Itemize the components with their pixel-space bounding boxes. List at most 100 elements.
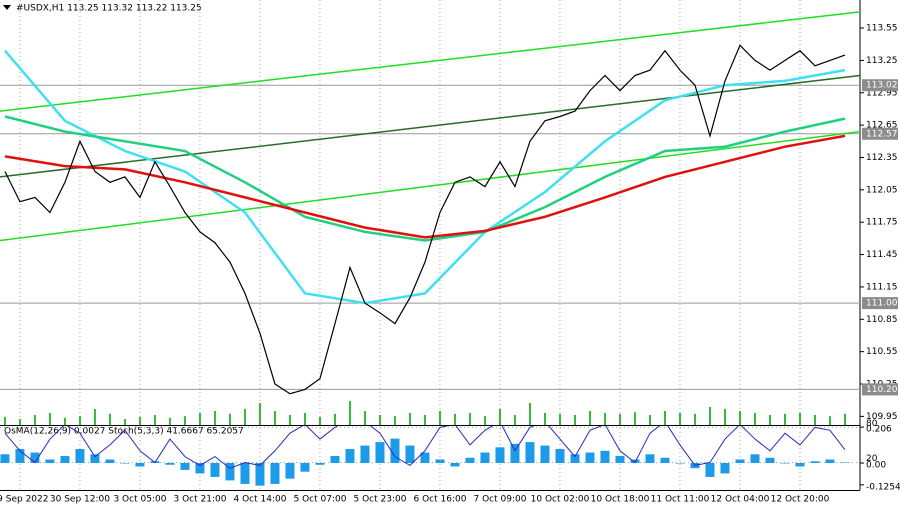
volume-bar — [798, 413, 801, 425]
y2-tick-label: 20 — [866, 454, 878, 464]
volume-bar — [738, 411, 741, 425]
y-tick-label: 110.55 — [866, 347, 898, 357]
volume-bar — [213, 411, 216, 425]
osma-bar — [780, 462, 790, 464]
x-tick-label: 5 Oct 23:00 — [353, 495, 406, 505]
volume-bar — [93, 409, 96, 425]
osma-bar — [645, 454, 655, 463]
osma-bar — [765, 457, 775, 463]
volume-bar — [723, 409, 726, 425]
osma-bar — [30, 452, 40, 463]
moving-average — [4, 134, 846, 239]
osma-bar — [330, 456, 340, 463]
x-tick-label: 5 Oct 07:00 — [293, 495, 346, 505]
volume-bar — [528, 403, 531, 425]
volume-bar — [618, 413, 621, 425]
volume-bar — [378, 415, 381, 425]
osma-bar — [270, 462, 280, 484]
volume-bar — [828, 416, 831, 425]
y-tick-label: 0.00 — [866, 460, 886, 470]
trend-line — [0, 74, 860, 178]
volume-bar — [603, 413, 606, 425]
osma-bar — [360, 445, 370, 463]
volume-bar — [258, 403, 261, 425]
osma-bar — [105, 459, 115, 463]
volume-bar — [138, 417, 141, 425]
volume-bar — [753, 413, 756, 425]
volume-bar — [333, 413, 336, 425]
price-line — [4, 44, 846, 395]
x-tick-label: 10 Oct 02:00 — [531, 495, 590, 505]
y-tick-label: 112.35 — [866, 153, 898, 163]
osma-bar — [840, 462, 850, 464]
volume-bar — [243, 409, 246, 425]
y-tick-label: 113.25 — [866, 56, 898, 66]
volume-bar — [468, 413, 471, 425]
osma-bar — [525, 442, 535, 463]
y-tick-label: 112.95 — [866, 88, 898, 98]
moving-average — [4, 49, 846, 305]
volume-bar — [423, 415, 426, 425]
osma-bar — [750, 454, 760, 463]
volume-bar — [153, 415, 156, 425]
volume-bar — [513, 415, 516, 425]
osma-bar — [435, 459, 445, 463]
osma-bar — [240, 462, 250, 484]
volume-bar — [288, 415, 291, 425]
volume-bar — [303, 413, 306, 425]
osma-bar — [0, 454, 10, 463]
volume-bar — [123, 419, 126, 425]
osma-bar — [705, 462, 715, 477]
volume-bar — [33, 415, 36, 425]
x-tick-label: 10 Oct 18:00 — [591, 495, 650, 505]
osma-bar — [45, 459, 55, 463]
osma-bar — [675, 462, 685, 464]
volume-bar — [498, 409, 501, 425]
stochastic-line — [4, 426, 846, 469]
level-label: 110.20 — [866, 385, 898, 395]
volume-bar — [573, 415, 576, 425]
x-tick-label: 12 Oct 20:00 — [771, 495, 830, 505]
x-tick-label: 12 Oct 04:00 — [711, 495, 770, 505]
main-panel — [0, 11, 860, 425]
osma-bar — [720, 462, 730, 474]
volume-bar — [813, 415, 816, 425]
volume-bar — [708, 407, 711, 425]
indicator-panel — [0, 426, 860, 486]
osma-bar — [300, 462, 310, 472]
osma-bar — [60, 456, 70, 463]
volume-bar — [843, 413, 846, 425]
osma-bar — [225, 462, 235, 481]
volume-bar — [48, 413, 51, 425]
osma-bar — [585, 452, 595, 463]
osma-bar — [135, 462, 145, 467]
volume-bar — [18, 419, 21, 425]
volume-bar — [183, 416, 186, 425]
y-tick-label: 109.95 — [866, 412, 898, 422]
volume-bar — [438, 411, 441, 425]
level-box — [862, 297, 898, 310]
osma-bar — [345, 449, 355, 463]
volume-bar — [543, 413, 546, 425]
y-tick-label: 111.15 — [866, 282, 898, 292]
volume-bar — [663, 411, 666, 425]
osma-bar — [735, 459, 745, 463]
osma-bar — [255, 462, 265, 486]
chart-title: #USDX,H1 113.25 113.32 113.22 113.25 — [16, 4, 202, 14]
osma-bar — [165, 462, 175, 465]
osma-bar — [210, 462, 220, 477]
x-tick-label: 29 Sep 2022 — [0, 495, 48, 505]
osma-bar — [630, 459, 640, 463]
osma-bar — [495, 447, 505, 463]
volume-bar — [408, 413, 411, 425]
osma-bar — [660, 457, 670, 463]
osma-bar — [375, 442, 385, 463]
osma-bar — [15, 449, 25, 463]
volume-bar — [783, 413, 786, 425]
volume-bar — [318, 417, 321, 425]
osma-bar — [480, 452, 490, 463]
osma-bar — [285, 462, 295, 479]
osma-bar — [90, 454, 100, 463]
